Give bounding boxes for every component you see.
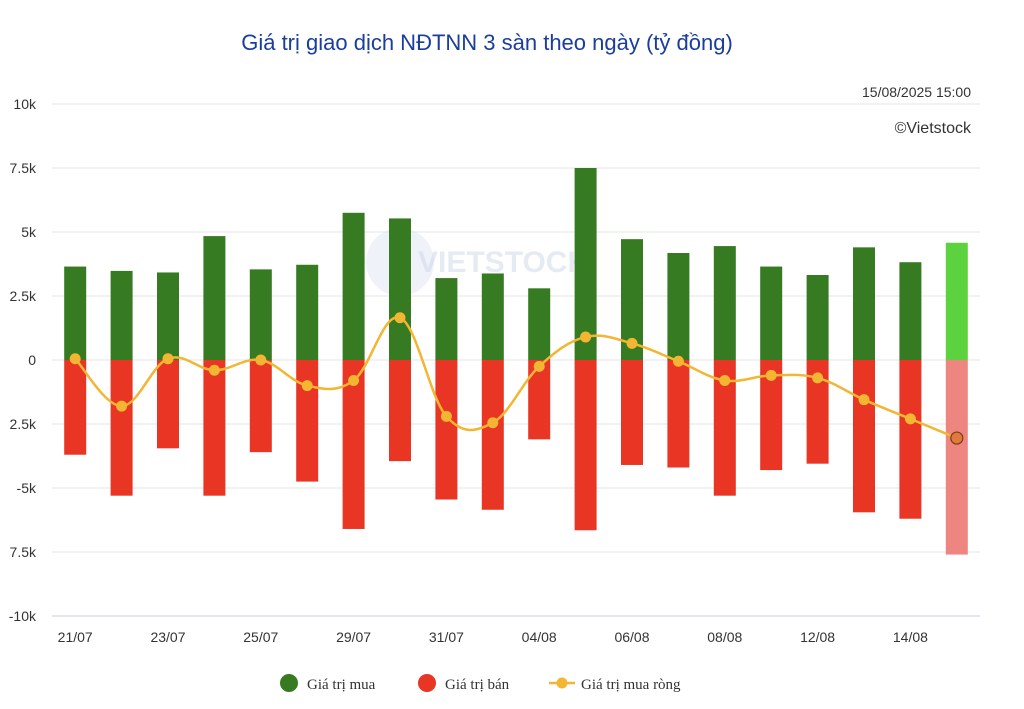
x-tick-label: 31/07 [429, 629, 464, 645]
buy-bar [713, 246, 736, 360]
legend-item-buy[interactable]: Giá trị mua [280, 674, 376, 693]
x-tick-label: 23/07 [150, 629, 185, 645]
buy-bar [249, 269, 272, 360]
legend-item-net[interactable]: Giá trị mua ròng [549, 677, 681, 693]
y-tick-label: -10k [9, 608, 37, 624]
sell-bar [528, 360, 551, 440]
sell-bar [110, 360, 133, 496]
buy-bar [945, 242, 968, 360]
x-tick-label: 25/07 [243, 629, 278, 645]
net-point [719, 374, 731, 386]
x-axis-ticks: 21/07 23/07 25/07 29/07 31/07 04/08 06/08 08/08… [58, 629, 928, 645]
buy-bar [296, 264, 319, 360]
buy-bar [667, 252, 690, 360]
buy-bar [203, 236, 226, 360]
sell-bar [481, 360, 504, 510]
net-point [116, 400, 128, 412]
net-point [904, 413, 916, 425]
net-point [812, 372, 824, 384]
net-point [162, 353, 174, 365]
sell-bar [249, 360, 272, 453]
sell-bar [296, 360, 319, 482]
watermark: VIETSTOCK [366, 228, 589, 296]
sell-bar [806, 360, 829, 464]
y-tick-label: 7.5k [10, 544, 37, 560]
legend-label-sell: Giá trị bán [445, 677, 510, 693]
y-tick-label: -5k [17, 480, 37, 496]
y-tick-label: 2.5k [10, 288, 37, 304]
net-point [626, 337, 638, 349]
sell-bar [574, 360, 597, 531]
y-axis-ticks: 10k 7.5k 5k 2.5k 0 2.5k -5k 7.5k -10k [9, 96, 37, 624]
sell-bar [667, 360, 690, 468]
net-point [672, 355, 684, 367]
buy-bar [853, 247, 875, 360]
y-tick-label: 7.5k [10, 160, 37, 176]
sell-bar [342, 360, 365, 529]
legend-marker-net [556, 677, 568, 689]
y-tick-label: 10k [13, 96, 37, 112]
x-tick-label: 08/08 [707, 629, 742, 645]
legend[interactable]: Giá trị mua Giá trị bán Giá trị mua ròng [280, 674, 681, 693]
net-line-series [69, 312, 964, 445]
net-point [348, 374, 360, 386]
y-tick-label: 0 [28, 352, 36, 368]
y-tick-label: 2.5k [10, 416, 37, 432]
sell-bar [64, 360, 87, 455]
x-tick-label: 12/08 [800, 629, 835, 645]
buy-bar [157, 272, 179, 360]
sell-bar [899, 360, 922, 519]
legend-marker-buy [280, 674, 298, 692]
sell-bar [157, 360, 179, 449]
sell-bar [713, 360, 736, 496]
buy-bar [110, 270, 133, 360]
legend-label-buy: Giá trị mua [307, 677, 376, 693]
buy-bar [389, 218, 411, 360]
buy-bar [435, 278, 458, 360]
legend-marker-sell [418, 674, 436, 692]
buy-bar [574, 168, 597, 360]
net-point [950, 431, 964, 445]
sell-bar [853, 360, 875, 513]
net-point [765, 369, 777, 381]
net-point [255, 354, 267, 366]
net-point [301, 380, 313, 392]
x-tick-label: 06/08 [614, 629, 649, 645]
timestamp: 15/08/2025 15:00 [862, 84, 971, 100]
buy-bar [528, 288, 551, 360]
buy-bar [342, 212, 365, 360]
x-tick-label: 14/08 [893, 629, 928, 645]
bars [64, 168, 968, 555]
buy-bar [64, 266, 87, 360]
net-point [69, 353, 81, 365]
gridlines [52, 103, 980, 617]
net-point [208, 364, 220, 376]
sell-bar [203, 360, 226, 496]
net-point [440, 410, 452, 422]
sell-bar [389, 360, 411, 462]
x-tick-label: 21/07 [58, 629, 93, 645]
net-point [533, 360, 545, 372]
buy-bar [481, 273, 504, 360]
chart-title: Giá trị giao dịch NĐTNN 3 sàn theo ngày … [241, 30, 733, 55]
sell-bar [435, 360, 458, 500]
sell-bar [760, 360, 783, 471]
sell-bar [621, 360, 643, 465]
net-point [487, 417, 499, 429]
net-point [858, 394, 870, 406]
legend-label-net: Giá trị mua ròng [581, 677, 681, 693]
x-tick-label: 29/07 [336, 629, 371, 645]
buy-bar [760, 266, 783, 360]
x-tick-label: 04/08 [522, 629, 557, 645]
buy-bar [899, 262, 922, 360]
net-point [580, 331, 592, 343]
net-point [394, 312, 406, 324]
buy-bar [806, 275, 829, 360]
sell-bar [945, 360, 968, 555]
y-tick-label: 5k [21, 224, 37, 240]
buy-bar [621, 239, 643, 360]
legend-item-sell[interactable]: Giá trị bán [418, 674, 510, 693]
credit: ©Vietstock [895, 120, 972, 137]
